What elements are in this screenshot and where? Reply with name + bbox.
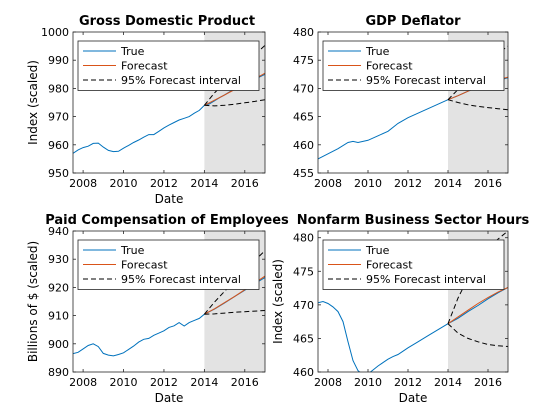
legend-entry: True bbox=[365, 244, 390, 257]
chart-title: Gross Domestic Product bbox=[79, 14, 255, 29]
x-tick-label: 2008 bbox=[69, 177, 97, 190]
chart-panel-3: 2008 2010 2012 2014 2016 890 900 910 920 930 940Pa… bbox=[26, 213, 289, 405]
y-tick-label: 480 bbox=[293, 232, 314, 245]
x-tick-label: 2012 bbox=[150, 177, 178, 190]
axes-box bbox=[72, 31, 266, 174]
chart-panel-1: 2008 2010 2012 2014 2016 950 960 970 980 990 1000 G… bbox=[26, 14, 266, 206]
legend-entry: True bbox=[120, 244, 145, 257]
y-tick-label: 460 bbox=[293, 366, 314, 379]
legend-entry: Forecast bbox=[366, 60, 413, 73]
x-tick-label: 2014 bbox=[434, 177, 462, 190]
series-true bbox=[318, 286, 508, 372]
x-tick-label: 2010 bbox=[110, 376, 138, 389]
x-tick-label: 2010 bbox=[354, 376, 382, 389]
y-axis-label: Billions of $ (scaled) bbox=[26, 241, 40, 362]
y-tick-label: 970 bbox=[48, 111, 69, 124]
x-tick-label: 2010 bbox=[110, 177, 138, 190]
y-tick-label: 1000 bbox=[41, 26, 69, 39]
y-tick-label: 930 bbox=[48, 253, 69, 266]
legend-entry: True bbox=[120, 45, 145, 58]
x-tick-label: 2016 bbox=[231, 177, 259, 190]
y-tick-label: 480 bbox=[293, 26, 314, 39]
chart-panel-4: 2008 2010 2012 2014 2016 460 465 470 475 480 Nonfa… bbox=[271, 213, 530, 405]
chart-panel-2: 2008 2010 2012 2014 2016 455 460 465 470 475 480 GD… bbox=[293, 14, 509, 190]
y-tick-label: 465 bbox=[293, 332, 314, 345]
y-tick-label: 910 bbox=[48, 310, 69, 323]
axes-box bbox=[72, 230, 266, 373]
y-tick-label: 470 bbox=[293, 299, 314, 312]
chart-title: Nonfarm Business Sector Hours bbox=[297, 213, 530, 228]
y-tick-label: 950 bbox=[48, 167, 69, 180]
x-tick-label: 2012 bbox=[394, 177, 422, 190]
y-tick-label: 940 bbox=[48, 225, 69, 238]
x-axis-label: Date bbox=[155, 192, 184, 206]
x-tick-label: 2012 bbox=[394, 376, 422, 389]
y-tick-label: 920 bbox=[48, 281, 69, 294]
series-forecast bbox=[447, 286, 508, 325]
y-tick-label: 465 bbox=[293, 111, 314, 124]
y-tick-label: 475 bbox=[293, 54, 314, 67]
y-tick-label: 990 bbox=[48, 54, 69, 67]
legend-entry: 95% Forecast interval bbox=[121, 273, 241, 286]
x-tick-label: 2016 bbox=[474, 177, 502, 190]
legend-entry: 95% Forecast interval bbox=[366, 74, 486, 87]
legend-entry: Forecast bbox=[121, 60, 168, 73]
x-tick-label: 2008 bbox=[314, 376, 342, 389]
x-axis-label: Date bbox=[155, 391, 184, 405]
y-tick-label: 980 bbox=[48, 82, 69, 95]
x-tick-label: 2016 bbox=[474, 376, 502, 389]
chart-title: Paid Compensation of Employees bbox=[45, 213, 289, 228]
y-tick-label: 475 bbox=[293, 265, 314, 278]
y-tick-label: 470 bbox=[293, 82, 314, 95]
y-tick-label: 900 bbox=[48, 338, 69, 351]
y-tick-label: 960 bbox=[48, 139, 69, 152]
y-tick-label: 890 bbox=[48, 366, 69, 379]
axes-box bbox=[317, 230, 509, 373]
y-tick-label: 460 bbox=[293, 139, 314, 152]
x-tick-label: 2012 bbox=[150, 376, 178, 389]
x-tick-label: 2008 bbox=[314, 177, 342, 190]
y-tick-label: 455 bbox=[293, 167, 314, 180]
x-axis-label: Date bbox=[399, 391, 428, 405]
y-axis-label: Index (scaled) bbox=[26, 60, 40, 145]
chart-title: GDP Deflator bbox=[365, 14, 461, 29]
axes-box bbox=[317, 31, 509, 174]
series-forecast-interval-lower bbox=[204, 99, 265, 107]
legend-entry: Forecast bbox=[121, 259, 168, 272]
y-axis-label: Index (scaled) bbox=[271, 259, 285, 344]
x-tick-label: 2008 bbox=[69, 376, 97, 389]
x-tick-label: 2014 bbox=[190, 376, 218, 389]
series-forecast-interval-lower bbox=[447, 99, 508, 111]
series-forecast-interval-lower bbox=[204, 310, 265, 315]
x-tick-label: 2014 bbox=[434, 376, 462, 389]
legend-entry: 95% Forecast interval bbox=[366, 273, 486, 286]
legend-entry: True bbox=[365, 45, 390, 58]
x-tick-label: 2014 bbox=[190, 177, 218, 190]
series-forecast-interval-lower bbox=[447, 323, 508, 347]
legend-entry: Forecast bbox=[366, 259, 413, 272]
legend-entry: 95% Forecast interval bbox=[121, 74, 241, 87]
x-tick-label: 2010 bbox=[354, 177, 382, 190]
x-tick-label: 2016 bbox=[231, 376, 259, 389]
